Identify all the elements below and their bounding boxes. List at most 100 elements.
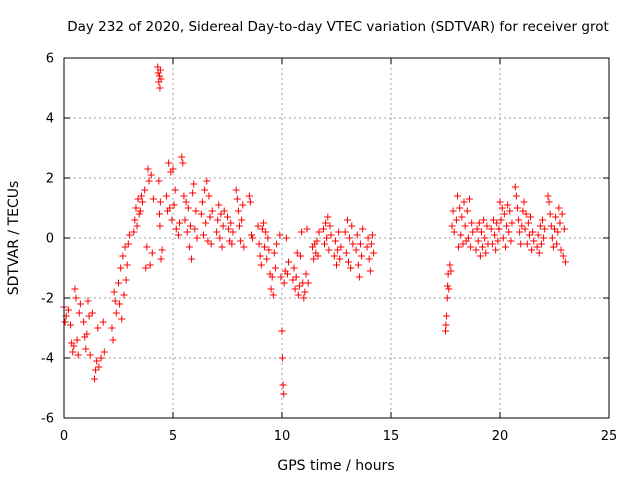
data-point bbox=[512, 192, 520, 200]
data-point bbox=[262, 228, 270, 236]
data-point bbox=[227, 219, 235, 227]
data-point bbox=[137, 192, 145, 200]
data-point bbox=[303, 225, 311, 233]
data-point bbox=[517, 240, 525, 248]
data-point bbox=[91, 375, 99, 383]
data-point bbox=[552, 213, 560, 221]
data-point bbox=[541, 225, 549, 233]
data-point bbox=[258, 225, 266, 233]
data-point bbox=[477, 228, 485, 236]
data-point bbox=[192, 207, 200, 215]
data-point bbox=[442, 321, 450, 329]
data-point bbox=[155, 72, 163, 80]
data-point bbox=[324, 213, 332, 221]
data-point bbox=[315, 228, 323, 236]
data-point bbox=[278, 327, 286, 335]
data-point bbox=[133, 222, 141, 230]
data-point bbox=[168, 216, 176, 224]
data-point bbox=[273, 240, 281, 248]
data-point bbox=[130, 228, 138, 236]
data-point bbox=[444, 282, 452, 290]
data-point bbox=[494, 237, 502, 245]
data-point bbox=[536, 222, 544, 230]
data-point bbox=[282, 234, 290, 242]
data-point bbox=[521, 225, 529, 233]
data-point bbox=[72, 294, 80, 302]
x-axis-label: GPS time / hours bbox=[277, 458, 394, 474]
data-point bbox=[298, 228, 306, 236]
data-point bbox=[319, 225, 327, 233]
data-point bbox=[71, 285, 79, 293]
y-tick-label: -2 bbox=[41, 292, 54, 307]
data-point bbox=[520, 198, 528, 206]
data-point bbox=[493, 219, 501, 227]
data-point bbox=[240, 243, 248, 251]
data-point bbox=[121, 243, 129, 251]
data-point bbox=[184, 204, 192, 212]
data-point bbox=[229, 228, 237, 236]
data-point bbox=[228, 240, 236, 248]
data-point bbox=[239, 201, 247, 209]
data-point bbox=[449, 207, 457, 215]
x-tick-label: 25 bbox=[601, 429, 618, 444]
data-point bbox=[501, 243, 509, 251]
data-point bbox=[125, 231, 133, 239]
data-point bbox=[156, 84, 164, 92]
data-point bbox=[448, 222, 456, 230]
data-point bbox=[75, 309, 83, 317]
data-point bbox=[443, 312, 451, 320]
data-point bbox=[259, 219, 267, 227]
data-point bbox=[238, 216, 246, 224]
y-tick-label: 0 bbox=[46, 232, 54, 247]
data-point bbox=[202, 219, 210, 227]
data-point bbox=[522, 210, 530, 218]
x-tick-label: 10 bbox=[274, 429, 291, 444]
data-point bbox=[511, 183, 519, 191]
data-point bbox=[82, 345, 90, 353]
data-point bbox=[283, 270, 291, 278]
data-point bbox=[291, 285, 299, 293]
x-tick-label: 5 bbox=[169, 429, 177, 444]
data-point bbox=[453, 192, 461, 200]
data-point bbox=[559, 252, 567, 260]
data-point bbox=[264, 234, 272, 242]
data-point bbox=[182, 198, 190, 206]
data-point bbox=[141, 186, 149, 194]
data-point bbox=[122, 276, 130, 284]
data-point bbox=[197, 210, 205, 218]
data-point bbox=[461, 222, 469, 230]
data-point bbox=[354, 261, 362, 269]
data-point bbox=[459, 240, 467, 248]
data-point bbox=[444, 270, 452, 278]
data-point bbox=[322, 219, 330, 227]
data-point bbox=[172, 225, 180, 233]
data-point bbox=[170, 201, 178, 209]
data-point bbox=[313, 237, 321, 245]
data-point bbox=[548, 234, 556, 242]
data-point bbox=[321, 240, 329, 248]
data-point bbox=[285, 258, 293, 266]
data-point bbox=[132, 204, 140, 212]
data-point bbox=[99, 318, 107, 326]
data-point bbox=[549, 243, 557, 251]
plot-frame bbox=[63, 57, 610, 419]
data-point bbox=[524, 219, 532, 227]
data-points bbox=[60, 63, 569, 398]
data-point bbox=[334, 246, 342, 254]
data-point bbox=[124, 240, 132, 248]
data-point bbox=[497, 216, 505, 224]
data-point bbox=[539, 216, 547, 224]
data-point bbox=[505, 228, 513, 236]
data-point bbox=[327, 231, 335, 239]
data-point bbox=[61, 318, 69, 326]
data-point bbox=[155, 210, 163, 218]
data-point bbox=[183, 228, 191, 236]
data-point bbox=[74, 351, 82, 359]
data-point bbox=[206, 213, 214, 221]
data-point bbox=[146, 261, 154, 269]
data-point bbox=[293, 249, 301, 257]
x-tick-label: 0 bbox=[60, 429, 68, 444]
data-point bbox=[333, 261, 340, 269]
data-point bbox=[481, 234, 489, 242]
